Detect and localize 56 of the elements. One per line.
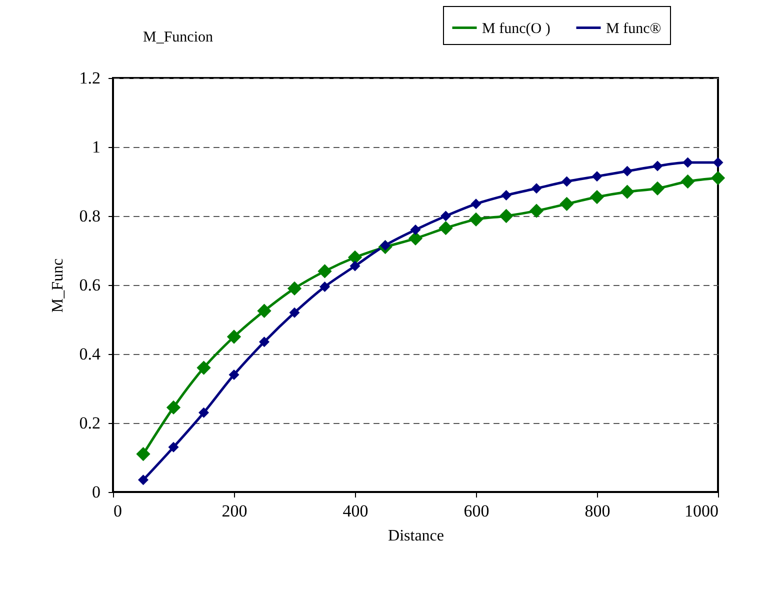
point bbox=[440, 210, 451, 222]
y-tick-label: 0.4 bbox=[79, 344, 101, 364]
point bbox=[228, 369, 240, 380]
point bbox=[652, 160, 663, 172]
point bbox=[410, 224, 421, 236]
point bbox=[257, 304, 272, 318]
point bbox=[198, 407, 209, 418]
point bbox=[438, 221, 453, 236]
point bbox=[289, 307, 300, 318]
point bbox=[320, 281, 330, 292]
point bbox=[680, 174, 695, 189]
y-tick-label: 0 bbox=[92, 482, 100, 502]
x-tick-label: 800 bbox=[584, 502, 610, 520]
point bbox=[592, 171, 602, 182]
point bbox=[622, 166, 632, 176]
point bbox=[136, 446, 150, 462]
point bbox=[560, 196, 574, 211]
chart-title: M_Funcion bbox=[143, 30, 214, 46]
legend-label: M func® bbox=[606, 20, 662, 37]
y-tick-label: 0.8 bbox=[79, 206, 100, 226]
point bbox=[499, 208, 514, 224]
point bbox=[318, 264, 332, 278]
point bbox=[168, 442, 179, 452]
point bbox=[287, 281, 302, 296]
x-tick-label: 0 bbox=[114, 502, 122, 520]
y-axis-title: M_Func bbox=[49, 258, 66, 313]
y-tick-label: 0.6 bbox=[79, 276, 100, 294]
x-tick-label: 600 bbox=[464, 502, 490, 520]
point bbox=[138, 474, 148, 486]
point bbox=[350, 260, 360, 272]
y-tick-label: 1.2 bbox=[79, 68, 100, 88]
point bbox=[531, 183, 542, 194]
point bbox=[562, 176, 572, 187]
point bbox=[529, 204, 544, 218]
point bbox=[196, 360, 211, 375]
point bbox=[348, 250, 362, 264]
point bbox=[259, 336, 270, 348]
point bbox=[468, 212, 484, 227]
point bbox=[408, 231, 423, 246]
x-tick-label: 400 bbox=[342, 502, 368, 520]
point bbox=[712, 157, 724, 168]
x-tick-label: 200 bbox=[222, 502, 248, 520]
legend-label: M func(O ) bbox=[482, 20, 550, 37]
point bbox=[620, 184, 634, 199]
point bbox=[470, 198, 482, 210]
point bbox=[682, 157, 693, 168]
point bbox=[226, 330, 242, 344]
point bbox=[710, 170, 726, 186]
point bbox=[501, 190, 512, 201]
point bbox=[166, 400, 181, 415]
point bbox=[650, 181, 665, 196]
x-axis-title: Distance bbox=[388, 528, 444, 544]
y-tick-label: 0.2 bbox=[79, 414, 100, 432]
y-tick-label: 1 bbox=[92, 138, 100, 156]
point bbox=[590, 190, 604, 204]
x-tick-label: 1000 bbox=[684, 502, 718, 520]
